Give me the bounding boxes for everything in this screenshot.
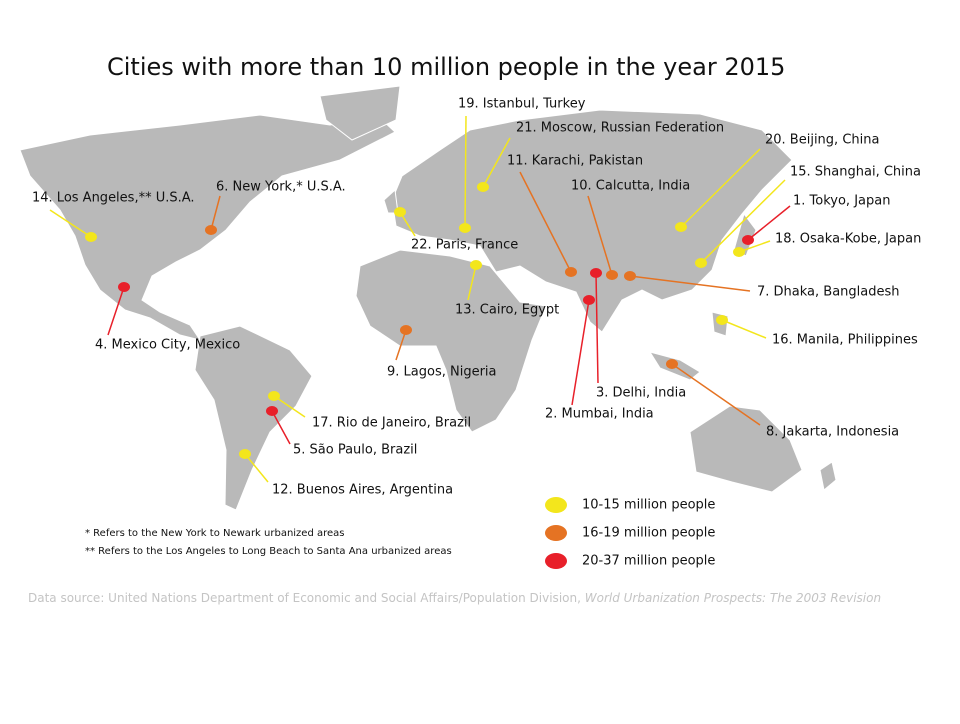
cities: 1. Tokyo, Japan 2. Mumbai, India 3. Delhi,…	[32, 97, 921, 498]
city-dot	[675, 222, 687, 232]
city-label: 7. Dhaka, Bangladesh	[757, 285, 900, 300]
source-text: Data source: United Nations Department o…	[28, 591, 585, 605]
source-publication: World Urbanization Prospects: The 2003 R…	[585, 591, 881, 605]
city-dot	[266, 406, 278, 416]
city-label: 2. Mumbai, India	[545, 407, 654, 422]
city-label: 12. Buenos Aires, Argentina	[272, 483, 453, 498]
city-dot	[239, 449, 251, 459]
city-dot	[565, 267, 577, 277]
legend-label: 16-19 million people	[582, 526, 715, 541]
leader-line	[107, 286, 125, 336]
city-dot	[400, 325, 412, 335]
city-dot	[85, 232, 97, 242]
leader-line	[395, 329, 407, 361]
leader-line	[273, 395, 306, 418]
city-dot	[477, 182, 489, 192]
city-label: 19. Istanbul, Turkey	[458, 97, 586, 112]
leader-line	[721, 319, 767, 339]
leader-line	[629, 275, 751, 292]
city-label: 8. Jakarta, Indonesia	[766, 425, 899, 440]
city-label: 13. Cairo, Egypt	[455, 303, 559, 318]
leader-line	[700, 179, 786, 264]
title: Cities with more than 10 million people …	[107, 53, 785, 81]
city-dot	[606, 270, 618, 280]
city-label: 5. São Paulo, Brazil	[293, 443, 417, 458]
legend-label: 10-15 million people	[582, 498, 715, 513]
city-dot	[268, 391, 280, 401]
city-dot	[733, 247, 745, 257]
leader-line	[467, 264, 477, 301]
leader-line	[49, 209, 92, 238]
city-dot	[716, 315, 728, 325]
city-label: 17. Rio de Janeiro, Brazil	[312, 416, 471, 431]
legend-dot	[545, 553, 567, 569]
city-label: 4. Mexico City, Mexico	[95, 338, 240, 353]
legend-label: 20-37 million people	[582, 554, 715, 569]
city-dot	[742, 235, 754, 245]
city-dot	[470, 260, 482, 270]
city-label: 3. Delhi, India	[596, 386, 686, 401]
city-dot	[394, 207, 406, 217]
leader-line	[587, 195, 613, 276]
city-label: 1. Tokyo, Japan	[793, 194, 890, 209]
source: Data source: United Nations Department o…	[28, 591, 881, 605]
city-dot	[118, 282, 130, 292]
city-label: 11. Karachi, Pakistan	[507, 154, 643, 169]
city-label: 14. Los Angeles,** U.S.A.	[32, 191, 195, 206]
leader-line	[747, 205, 791, 241]
leader-line	[595, 272, 599, 384]
city-dot	[624, 271, 636, 281]
city-label: 21. Moscow, Russian Federation	[516, 121, 724, 136]
city-label: 22. Paris, France	[411, 238, 518, 253]
city-label: 18. Osaka-Kobe, Japan	[775, 232, 921, 247]
leader-line	[210, 195, 221, 231]
legend-dot	[545, 497, 567, 513]
city-dot	[695, 258, 707, 268]
city-dot	[459, 223, 471, 233]
footnote: * Refers to the New York to Newark urban…	[85, 528, 345, 539]
city-label: 16. Manila, Philippines	[772, 333, 918, 348]
leader-line	[680, 148, 761, 228]
city-label: 20. Beijing, China	[765, 133, 879, 148]
footnote: ** Refers to the Los Angeles to Long Bea…	[85, 546, 452, 557]
city-dot	[205, 225, 217, 235]
leader-line	[519, 171, 572, 273]
city-label: 6. New York,* U.S.A.	[216, 180, 346, 195]
leader-line	[464, 115, 467, 229]
city-dot	[590, 268, 602, 278]
leader-line	[271, 410, 291, 445]
city-dot	[583, 295, 595, 305]
leader-line	[671, 363, 761, 426]
city-label: 9. Lagos, Nigeria	[387, 365, 497, 380]
leader-line	[571, 299, 590, 406]
leader-line	[244, 453, 269, 483]
city-label: 15. Shanghai, China	[790, 165, 921, 180]
city-dot	[666, 359, 678, 369]
legend-dot	[545, 525, 567, 541]
city-label: 10. Calcutta, India	[571, 179, 690, 194]
legend: 10-15 million people 16-19 million people…	[545, 497, 715, 569]
leader-line	[482, 137, 511, 188]
